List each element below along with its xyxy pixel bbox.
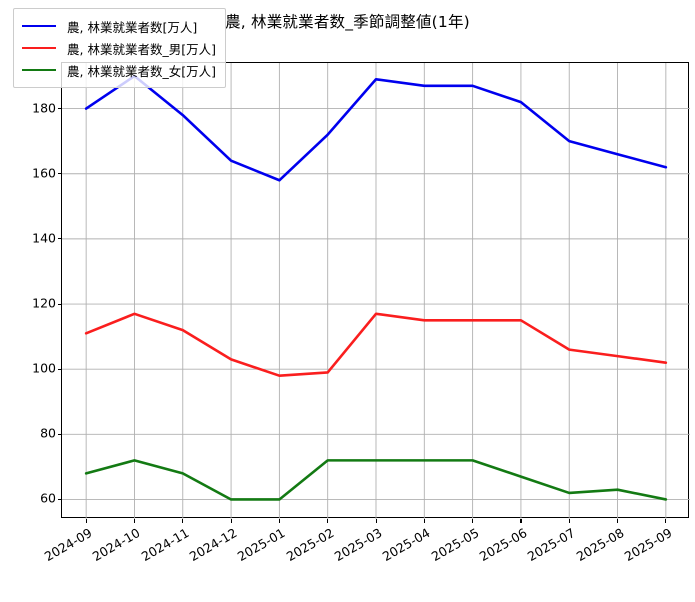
x-tick-label: 2025-05 [428,525,482,565]
y-tick-mark [58,238,62,240]
x-tick-mark [278,519,280,523]
x-tick-mark [520,519,522,523]
legend-label: 農, 林業就業者数[万人] [67,19,198,35]
series-line-1 [84,312,668,377]
legend-item-1[interactable]: 農, 林業就業者数_男[万人] [22,37,216,59]
legend-label: 農, 林業就業者数_女[万人] [67,63,216,79]
x-tick-label: 2025-02 [283,525,337,565]
x-tick-mark [617,519,619,523]
x-tick-mark [665,519,667,523]
series-line-2 [84,459,668,501]
x-tick-label: 2024-09 [41,525,95,565]
x-tick-mark [230,519,232,523]
x-tick-label: 2025-01 [235,525,288,565]
x-tick-mark [568,519,570,523]
series-line-0 [84,74,668,182]
legend-color-swatch [22,69,56,71]
legend-label: 農, 林業就業者数_男[万人] [67,41,216,57]
y-tick-mark [58,368,62,370]
legend-item-0[interactable]: 農, 林業就業者数[万人] [22,15,216,37]
x-tick-label: 2025-06 [476,525,530,565]
x-tick-mark [375,519,377,523]
x-tick-mark [182,519,184,523]
y-tick-label: 160 [32,165,56,181]
x-tick-label: 2024-11 [138,525,192,565]
x-tick-mark [423,519,425,523]
y-tick-label: 180 [32,100,56,116]
y-tick-label: 60 [40,490,56,506]
x-tick-mark [85,519,87,523]
x-tick-label: 2024-12 [186,525,240,565]
chart-legend: 農, 林業就業者数[万人] 農, 林業就業者数_男[万人] 農, 林業就業者数_女[… [13,8,226,88]
legend-color-swatch [22,25,56,27]
y-tick-mark [58,498,62,501]
x-tick-label: 2025-07 [524,525,578,565]
legend-item-2[interactable]: 農, 林業就業者数_女[万人] [22,59,216,81]
x-tick-mark [472,519,474,523]
y-tick-label: 80 [40,425,56,441]
plot-svg [62,63,690,519]
y-tick-label: 100 [32,360,56,376]
x-tick-label: 2025-08 [573,525,627,565]
x-tick-label: 2025-03 [331,525,385,565]
y-tick-mark [58,108,62,110]
y-tick-label: 140 [32,230,56,246]
chart-title: 農, 林業就業者数_季節調整値(1年) [225,13,470,31]
legend-color-swatch [22,47,56,49]
x-tick-label: 2024-10 [90,525,143,565]
y-tick-mark [58,173,62,175]
y-tick-mark [58,303,62,305]
y-tick-label: 120 [32,295,56,311]
x-tick-mark [133,519,136,523]
x-tick-label: 2025-09 [621,525,675,565]
plot-area [58,62,690,523]
y-tick-mark [58,433,62,435]
x-tick-mark [327,519,329,523]
x-tick-label: 2025-04 [380,525,433,565]
